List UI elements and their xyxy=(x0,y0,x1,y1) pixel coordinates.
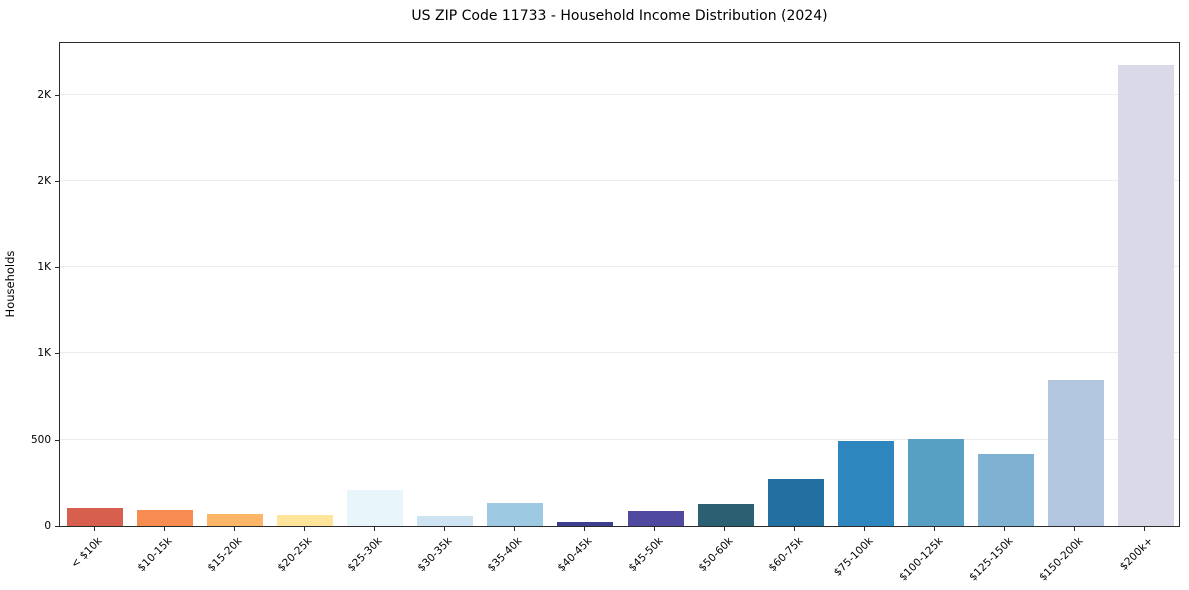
y-tick-mark xyxy=(55,439,59,441)
y-tick-label: 2K xyxy=(37,88,51,101)
bar xyxy=(977,453,1034,526)
y-tick-label: 1K xyxy=(37,347,51,360)
bar xyxy=(907,438,964,526)
chart-title: US ZIP Code 11733 - Household Income Dis… xyxy=(411,8,828,24)
y-tick-mark xyxy=(55,353,59,355)
bar xyxy=(207,513,264,526)
y-axis-label: Households xyxy=(3,250,17,318)
x-tick-mark xyxy=(93,527,95,531)
x-tick-mark xyxy=(163,527,165,531)
x-tick-mark xyxy=(724,527,726,531)
x-tick-mark xyxy=(794,527,796,531)
x-tick-mark xyxy=(513,527,515,531)
gridline xyxy=(60,266,1179,268)
bar xyxy=(277,515,334,526)
bar xyxy=(417,516,474,526)
bar xyxy=(67,507,124,526)
bar xyxy=(627,510,684,526)
y-tick-label: 0 xyxy=(44,520,51,532)
x-tick-mark xyxy=(1004,527,1006,531)
bar xyxy=(837,441,894,526)
y-tick-mark xyxy=(55,526,59,527)
x-tick-mark xyxy=(864,527,866,531)
x-tick-mark xyxy=(443,527,445,531)
y-tick-label: 500 xyxy=(30,433,51,446)
x-tick-mark xyxy=(583,527,585,531)
x-tick-mark xyxy=(373,527,375,531)
bar xyxy=(767,479,824,526)
x-tick-mark xyxy=(1074,527,1076,531)
gridline xyxy=(60,179,1179,181)
x-tick-mark xyxy=(233,527,235,531)
y-tick-mark xyxy=(55,267,59,269)
x-tick-label: < $10k xyxy=(68,535,105,571)
x-tick-mark xyxy=(934,527,936,531)
x-tick-mark xyxy=(1144,527,1146,531)
x-tick-mark xyxy=(654,527,656,531)
bar xyxy=(137,509,194,526)
bar xyxy=(1117,65,1174,526)
bar xyxy=(557,522,614,526)
gridline xyxy=(60,352,1179,354)
bar xyxy=(1047,380,1104,526)
y-tick-label: 2K xyxy=(37,174,51,187)
y-tick-mark xyxy=(55,180,59,182)
y-tick-mark xyxy=(55,94,59,96)
gridline xyxy=(60,438,1179,440)
bar xyxy=(697,504,754,526)
y-tick-label: 1K xyxy=(37,261,51,274)
bar xyxy=(347,489,404,526)
plot-area xyxy=(59,42,1180,527)
gridline xyxy=(60,93,1179,95)
x-tick-mark xyxy=(303,527,305,531)
bar xyxy=(487,503,544,526)
